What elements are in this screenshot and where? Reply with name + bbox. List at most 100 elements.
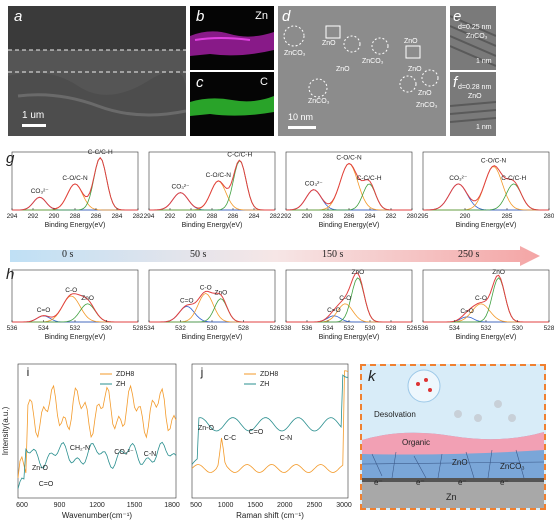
xps-o-tick-label-2-6: 526	[407, 325, 418, 332]
xps-o-peak-label-2-1: C-O	[339, 295, 351, 302]
panel-d-ann-5: ZnO	[408, 66, 422, 73]
panel-f-label: f	[453, 74, 458, 91]
xps-c-tick-label-1-2: 290	[186, 213, 197, 220]
xps-c-tick-label-3-3: 280	[544, 213, 554, 220]
xps-o-xlabel-3: Binding Energy(eV)	[456, 334, 517, 341]
xps-c-tick-label-2-3: 286	[344, 213, 355, 220]
panel-e-scalebar: 1 nm	[476, 58, 492, 65]
scheme-znco3: ZnCO₃	[500, 462, 525, 471]
panel-j-label: j	[200, 365, 204, 379]
xps-c-tick-label-3-0: 295	[418, 213, 429, 220]
xps-o-peak-label-1-0: C=O	[180, 297, 194, 304]
xps-c-tick-label-2-1: 290	[302, 213, 313, 220]
panel-d-ann-9: ZnO	[336, 66, 350, 73]
ir-xlabel: Wavenumber(cm⁻¹)	[62, 511, 132, 520]
xps-o-peak-label-2-2: ZnO	[351, 269, 364, 276]
xps-c-tick-label-1-3: 288	[207, 213, 218, 220]
ir-xtick-0: 600	[16, 502, 28, 509]
xps-c-component-3-1	[423, 166, 549, 211]
ir-ylabel: Intensity(a.u.)	[1, 406, 10, 455]
panel-e-phase: ZnCO₃	[466, 33, 488, 40]
raman-ann-co: C=O	[249, 429, 264, 436]
ir-frame	[17, 363, 177, 499]
panel-e-fringes	[449, 15, 497, 67]
xps-c-component-1-0	[149, 192, 275, 211]
xps-c-component-3-2	[423, 183, 549, 211]
xps-o-envelope-0	[12, 293, 138, 323]
xps-c-tick-label-0-1: 292	[28, 213, 39, 220]
panel-c-element: C	[260, 76, 268, 88]
time-50: 50 s	[190, 249, 207, 260]
xps-o-component-1-1	[149, 292, 275, 323]
scheme-electron-3: e⁻	[458, 478, 467, 487]
xps-c-tick-label-2-0: 292	[281, 213, 292, 220]
xps-c-tick-label-3-2: 285	[502, 213, 513, 220]
xps-c-tick-label-0-3: 288	[70, 213, 81, 220]
xps-o-peak-label-0-0: C=O	[37, 307, 51, 314]
xps-c-tick-label-0-2: 290	[49, 213, 60, 220]
xps-c-peak-label-0-0: CO₃²⁻	[31, 188, 50, 195]
ir-legend-1: ZH	[116, 381, 125, 388]
ir-series-zdh8	[17, 384, 177, 478]
raman-xtick-3: 2000	[277, 502, 293, 509]
xps-o-tick-label-1-3: 528	[238, 325, 249, 332]
xps-o-tick-label-0-2: 532	[70, 325, 81, 332]
panel-f-phase: ZnO	[468, 93, 482, 100]
raman-xtick-5: 3000	[336, 502, 352, 509]
xps-c-envelope-3	[423, 165, 549, 211]
panel-b-zn-map: b Zn	[190, 6, 274, 70]
panel-d-ann-4: ZnCO₃	[362, 58, 384, 65]
ir-xtick-4: 1800	[164, 502, 180, 509]
xps-c-tick-label-2-5: 282	[386, 213, 397, 220]
xps-c-component-2-2	[286, 183, 412, 211]
time-0: 0 s	[62, 249, 74, 260]
panel-e-label: e	[453, 8, 462, 25]
xps-c-peak-label-3-1: C-O/C-N	[481, 158, 507, 165]
xps-c-peak-label-3-2: C-C/C-H	[501, 175, 526, 182]
xps-o-tick-label-3-3: 530	[512, 325, 523, 332]
panel-g-label: g	[6, 150, 15, 167]
xps-o-component-0-2	[12, 303, 138, 323]
scheme-electron-2: e⁻	[416, 478, 425, 487]
xps-o-tick-label-0-1: 534	[38, 325, 49, 332]
xps-c-tick-label-1-0: 294	[144, 213, 155, 220]
panel-d-ann-7: ZnCO₃	[308, 98, 330, 105]
scheme-drawing	[361, 369, 545, 508]
xps-c-peak-label-2-0: CO₃²⁻	[305, 181, 324, 188]
xps-o-tick-label-2-5: 528	[386, 325, 397, 332]
time-150: 150 s	[322, 249, 344, 260]
xps-o-component-1-0	[149, 305, 275, 323]
panel-f-hrtem: f d=0.28 nm ZnO 1 nm	[449, 72, 497, 136]
xps-o-peak-label-0-2: ZnO	[81, 295, 94, 302]
panel-a-sem: a 1 um	[8, 6, 187, 136]
xps-c-peak-label-0-1: C-O/C-N	[62, 175, 88, 182]
panel-k-scheme: k Desolvation Organic ZnO ZnCO₃ Zn e⁻ e⁻…	[360, 364, 546, 510]
xps-o-envelope-1	[149, 290, 275, 323]
scheme-electron-1: e⁻	[374, 478, 383, 487]
xps-o-tick-label-3-4: 528	[544, 325, 554, 332]
xps-o1s-chart: C=O C-O ZnO 536 534 532 530 528 Binding Energy(e…	[7, 269, 554, 341]
ir-ann-ch2n: CH₂-N	[70, 445, 90, 452]
xps-o-tick-label-1-2: 530	[207, 325, 218, 332]
xps-c1s-chart: CO₃²⁻ C-O/C-N C-C/C-H 294 292 290 288 286 284 282…	[7, 149, 554, 229]
xps-o-tick-label-0-0: 536	[7, 325, 18, 332]
scheme-desolvation: Desolvation	[374, 410, 416, 419]
xps-o-tick-label-1-0: 534	[144, 325, 155, 332]
time-250: 250 s	[458, 249, 480, 260]
ir-xtick-2: 1200	[89, 502, 105, 509]
xps-c-tick-label-1-6: 282	[270, 213, 281, 220]
xps-c-envelope-1	[149, 159, 275, 211]
xps-c-xlabel-2: Binding Energy(eV)	[319, 222, 380, 229]
xps-o-tick-label-0-4: 528	[133, 325, 144, 332]
ir-ann-co3: CO₃²⁻	[114, 449, 134, 456]
xps-c-tick-label-0-5: 284	[112, 213, 123, 220]
scheme-zn: Zn	[446, 492, 457, 502]
xps-o-component-0-1	[12, 295, 138, 323]
xps-o-xlabel-0: Binding Energy(eV)	[45, 334, 106, 341]
ir-ann-zno: Zn-O	[32, 465, 49, 472]
xps-c-tick-label-1-4: 286	[228, 213, 239, 220]
xps-o-tick-label-1-4: 526	[270, 325, 281, 332]
xps-c-component-3-0	[423, 183, 549, 211]
raman-xtick-2: 1500	[247, 502, 263, 509]
panel-e-hrtem: e d=0.25 nm ZnCO₃ 1 nm	[449, 6, 497, 70]
